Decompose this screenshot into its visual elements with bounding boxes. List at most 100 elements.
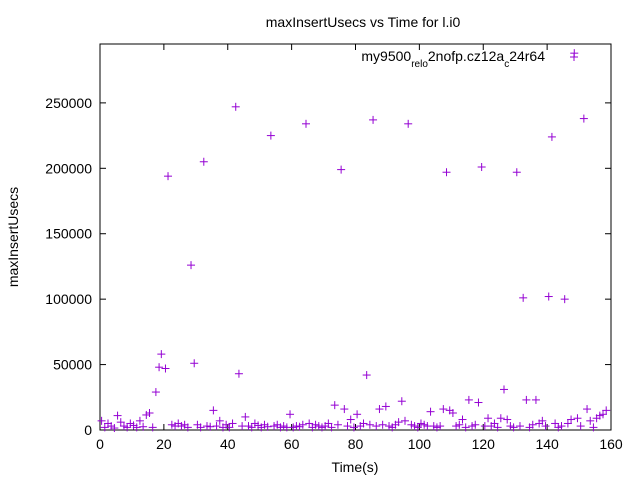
data-point: [372, 422, 381, 431]
legend-label-part: 24r64: [509, 48, 545, 64]
axis-ticks: [99, 44, 612, 431]
data-point: [324, 419, 333, 428]
data-point: [378, 420, 387, 429]
data-point: [413, 423, 422, 432]
data-point: [586, 416, 595, 425]
x-tick-labels: 0 20 40 60 80 100 120 140 160: [96, 436, 623, 452]
data-point: [397, 397, 406, 406]
data-point: [544, 292, 553, 301]
data-point: [509, 423, 518, 432]
data-point: [247, 423, 256, 432]
data-point: [410, 422, 419, 431]
data-point: [340, 405, 349, 414]
legend-label-part: o: [422, 59, 428, 70]
x-tick-label: 100: [408, 436, 432, 452]
data-point: [541, 422, 550, 431]
data-point: [317, 423, 326, 432]
data-point: [420, 420, 429, 429]
data-point: [231, 102, 240, 111]
data-point: [113, 411, 122, 420]
data-point: [206, 422, 215, 431]
data-point: [346, 415, 355, 424]
data-point: [515, 422, 524, 431]
data-point: [471, 420, 480, 429]
data-point: [212, 422, 221, 431]
data-point: [589, 423, 598, 432]
x-tick-label: 0: [96, 436, 104, 452]
data-point: [241, 412, 250, 421]
data-point: [145, 408, 154, 417]
data-point: [500, 385, 509, 394]
plot-frame: [99, 43, 612, 431]
data-point: [151, 388, 160, 397]
x-tick-label: 140: [535, 436, 559, 452]
data-point: [295, 422, 304, 431]
y-tick-label: 0: [84, 422, 92, 438]
data-point: [110, 424, 119, 433]
data-point: [263, 422, 272, 431]
data-point: [250, 419, 259, 428]
data-point: [394, 418, 403, 427]
data-point: [353, 410, 362, 419]
data-point: [448, 408, 457, 417]
data-point: [442, 168, 451, 177]
y-tick-label: 250000: [45, 95, 92, 111]
x-tick-label: 120: [472, 436, 496, 452]
data-point: [493, 423, 502, 432]
data-point: [330, 401, 339, 410]
y-tick-label: 200000: [45, 160, 92, 176]
x-tick-label: 20: [156, 436, 172, 452]
legend-label-part: c: [504, 59, 509, 70]
data-point: [337, 165, 346, 174]
data-point: [407, 420, 416, 429]
data-point: [401, 416, 410, 425]
data-point: [563, 419, 572, 428]
data-point: [187, 261, 196, 270]
data-point: [343, 422, 352, 431]
data-point: [602, 406, 611, 415]
data-point: [512, 168, 521, 177]
legend-label: my9500relo2nofp.cz12ac24r64: [361, 48, 545, 70]
data-point: [576, 422, 585, 431]
data-point: [225, 423, 234, 432]
data-point: [404, 119, 413, 128]
x-tick-label: 160: [599, 436, 623, 452]
data-point: [474, 398, 483, 407]
data-point: [599, 410, 608, 419]
x-tick-label: 60: [284, 436, 300, 452]
data-point: [595, 411, 604, 420]
legend: my9500relo2nofp.cz12ac24r64: [361, 48, 578, 70]
data-point: [365, 420, 374, 429]
data-point: [100, 423, 109, 432]
data-point: [119, 422, 128, 431]
data-point: [362, 371, 371, 380]
data-point: [570, 49, 579, 58]
data-point: [496, 414, 505, 423]
data-point: [359, 419, 368, 428]
legend-label-part: rel: [411, 59, 422, 70]
data-point: [551, 419, 560, 428]
data-point: [164, 172, 173, 181]
data-point: [254, 421, 263, 430]
data-point: [155, 363, 164, 372]
data-point: [183, 423, 192, 432]
data-points: [97, 49, 611, 433]
data-point: [547, 132, 556, 141]
data-point: [573, 414, 582, 423]
data-point: [167, 420, 176, 429]
data-point: [458, 415, 467, 424]
data-point: [301, 119, 310, 128]
data-point: [215, 416, 224, 425]
data-point: [583, 405, 592, 414]
data-point: [190, 359, 199, 368]
data-point: [528, 420, 537, 429]
data-point: [477, 162, 486, 171]
data-point: [484, 414, 493, 423]
data-point: [452, 422, 461, 431]
data-point: [298, 420, 307, 429]
data-point: [305, 419, 314, 428]
data-point: [416, 419, 425, 428]
x-axis-label: Time(s): [332, 459, 379, 475]
data-point: [97, 416, 106, 425]
